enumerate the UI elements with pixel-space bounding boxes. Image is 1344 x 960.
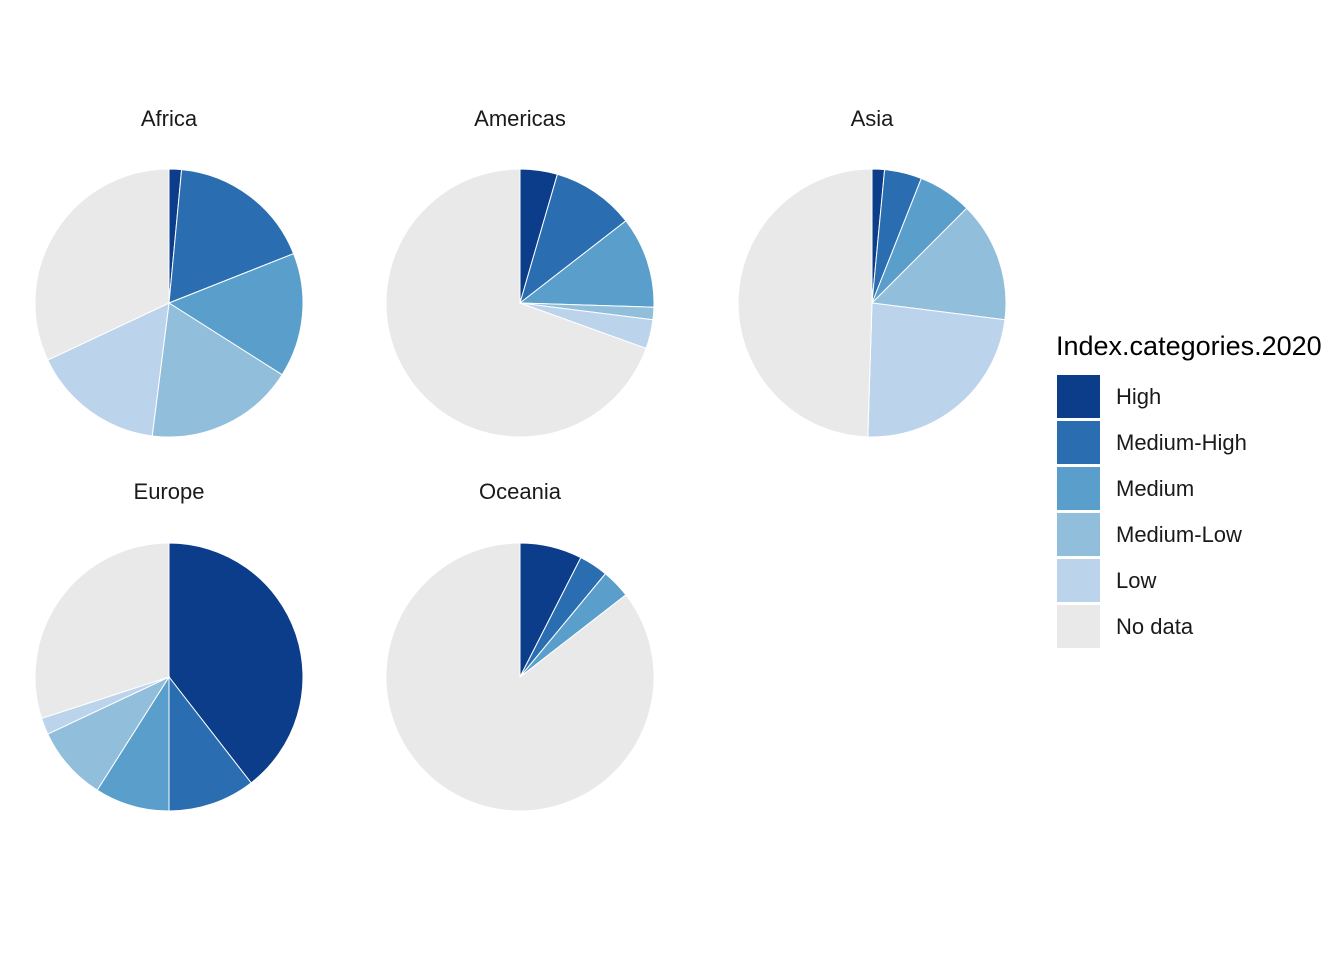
pie-slice-low — [47, 302, 170, 437]
legend-item-low: Low — [1057, 559, 1156, 602]
legend-label: Medium-Low — [1116, 522, 1242, 547]
legend-label: No data — [1116, 614, 1194, 639]
facet-title: Asia — [851, 106, 895, 131]
facet-title: Africa — [141, 106, 198, 131]
legend-swatch — [1057, 467, 1100, 510]
legend-swatch — [1057, 513, 1100, 556]
pie-slice-medium-high — [519, 173, 627, 305]
pie-slice-medium-high — [168, 169, 295, 304]
legend-swatch — [1057, 421, 1100, 464]
pie-slice-no-data — [385, 168, 647, 438]
pie-slice-medium — [167, 253, 304, 376]
pie-panel-asia: Asia — [737, 106, 1007, 438]
legend-label: Low — [1116, 568, 1156, 593]
pie-panel-africa: Africa — [34, 106, 304, 438]
pie-panels: Africa Americas Asia Europe Oceania — [34, 106, 1007, 812]
pie-panel-americas: Americas — [385, 106, 655, 438]
legend-item-medium: Medium — [1057, 467, 1194, 510]
legend-swatch — [1057, 605, 1100, 648]
pie-slice-high — [168, 542, 304, 784]
legend-title: Index.categories.2020 — [1056, 331, 1322, 361]
legend-label: Medium — [1116, 476, 1194, 501]
pie-slice-no-data — [34, 168, 170, 361]
pie-slice-medium-low — [151, 302, 283, 438]
facet-title: Americas — [474, 106, 566, 131]
facet-title: Europe — [134, 479, 205, 504]
legend-swatch — [1057, 559, 1100, 602]
legend-item-no-data: No data — [1057, 605, 1194, 648]
pie-panel-oceania: Oceania — [385, 479, 655, 812]
pie-panel-europe: Europe — [34, 479, 304, 812]
legend-items: High Medium-High Medium Medium-Low Low No dat… — [1057, 375, 1247, 648]
pie-slice-low — [867, 302, 1006, 438]
pie-slice-medium-low — [870, 207, 1007, 321]
legend: Index.categories.2020 High Medium-High Med… — [1056, 331, 1322, 648]
legend-item-medium-high: Medium-High — [1057, 421, 1247, 464]
legend-item-high: High — [1057, 375, 1161, 418]
legend-label: High — [1116, 384, 1161, 409]
pie-slice-medium-high — [168, 675, 252, 812]
facet-title: Oceania — [479, 479, 562, 504]
pie-slice-medium — [518, 220, 655, 308]
legend-item-medium-low: Medium-Low — [1057, 513, 1242, 556]
legend-label: Medium-High — [1116, 430, 1247, 455]
pie-slice-no-data — [385, 542, 655, 812]
pie-slice-no-data — [737, 168, 873, 438]
pie-slice-no-data — [34, 542, 170, 720]
legend-swatch — [1057, 375, 1100, 418]
